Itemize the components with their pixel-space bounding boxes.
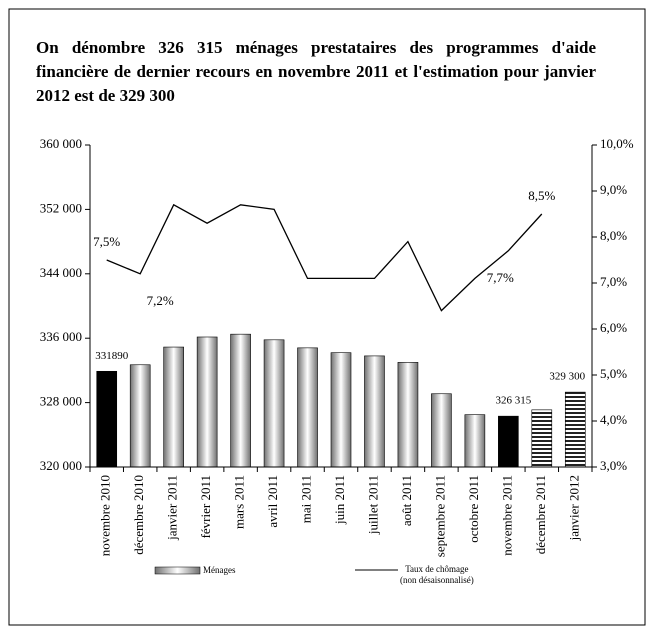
line-value-label: 7,2% [147,293,174,308]
x-tick-label: juillet 2011 [365,475,380,535]
x-tick-label: mars 2011 [232,475,247,529]
bar [129,364,151,468]
line-value-label: 8,5% [528,188,555,203]
line-value-label: 7,5% [93,234,120,249]
bar [564,391,586,468]
x-tick-label: janvier 2011 [165,475,180,541]
y-tick-label: 328 000 [40,394,82,409]
x-tick-label: décembre 2010 [131,475,146,555]
y2-tick-label: 3,0% [600,458,627,473]
bar [263,339,285,468]
bar [431,393,452,468]
y2-tick-label: 10,0% [600,136,634,151]
y-tick-label: 360 000 [40,136,82,151]
x-tick-label: avril 2011 [265,475,280,528]
bar [196,336,218,468]
bar [230,333,251,468]
y-tick-label: 320 000 [40,458,82,473]
y2-tick-label: 6,0% [600,320,627,335]
legend-label: Taux de chômage (non désaisonnalisé) [400,564,474,585]
bar-value-label: 326 315 [495,395,531,407]
x-tick-label: décembre 2011 [533,475,548,554]
x-tick-label: juin 2011 [332,475,347,525]
bar [464,414,486,468]
bar [330,352,352,468]
bar-value-label: 329 300 [549,371,585,383]
bar [498,415,519,468]
y2-tick-label: 7,0% [600,274,627,289]
line-value-label: 7,7% [487,270,514,285]
y2-tick-label: 4,0% [600,412,627,427]
x-tick-label: mai 2011 [299,475,314,523]
bar [364,355,385,468]
bar [163,346,184,468]
x-tick-label: octobre 2011 [466,475,481,543]
bar [297,347,318,468]
y2-tick-label: 9,0% [600,182,627,197]
line [106,203,543,312]
legend-label: Ménages [203,565,236,575]
x-tick-label: septembre 2011 [432,475,447,557]
y-tick-label: 344 000 [40,265,82,280]
bar [397,362,419,468]
bar [96,370,118,468]
frame [8,8,646,626]
y-tick-label: 336 000 [40,329,82,344]
x-tick-label: août 2011 [399,475,414,526]
x-tick-label: novembre 2010 [98,475,113,556]
bar [531,409,553,468]
legend-swatch [154,566,201,575]
y2-tick-label: 8,0% [600,228,627,243]
bar-value-label: 331890 [95,350,129,362]
x-tick-label: novembre 2011 [499,475,514,556]
y2-tick-label: 5,0% [600,366,627,381]
x-tick-label: février 2011 [198,475,213,538]
x-tick-label: janvier 2012 [566,475,581,541]
chart-title: On dénombre 326 315 ménages prestataires… [36,38,596,105]
y-tick-label: 352 000 [40,200,82,215]
